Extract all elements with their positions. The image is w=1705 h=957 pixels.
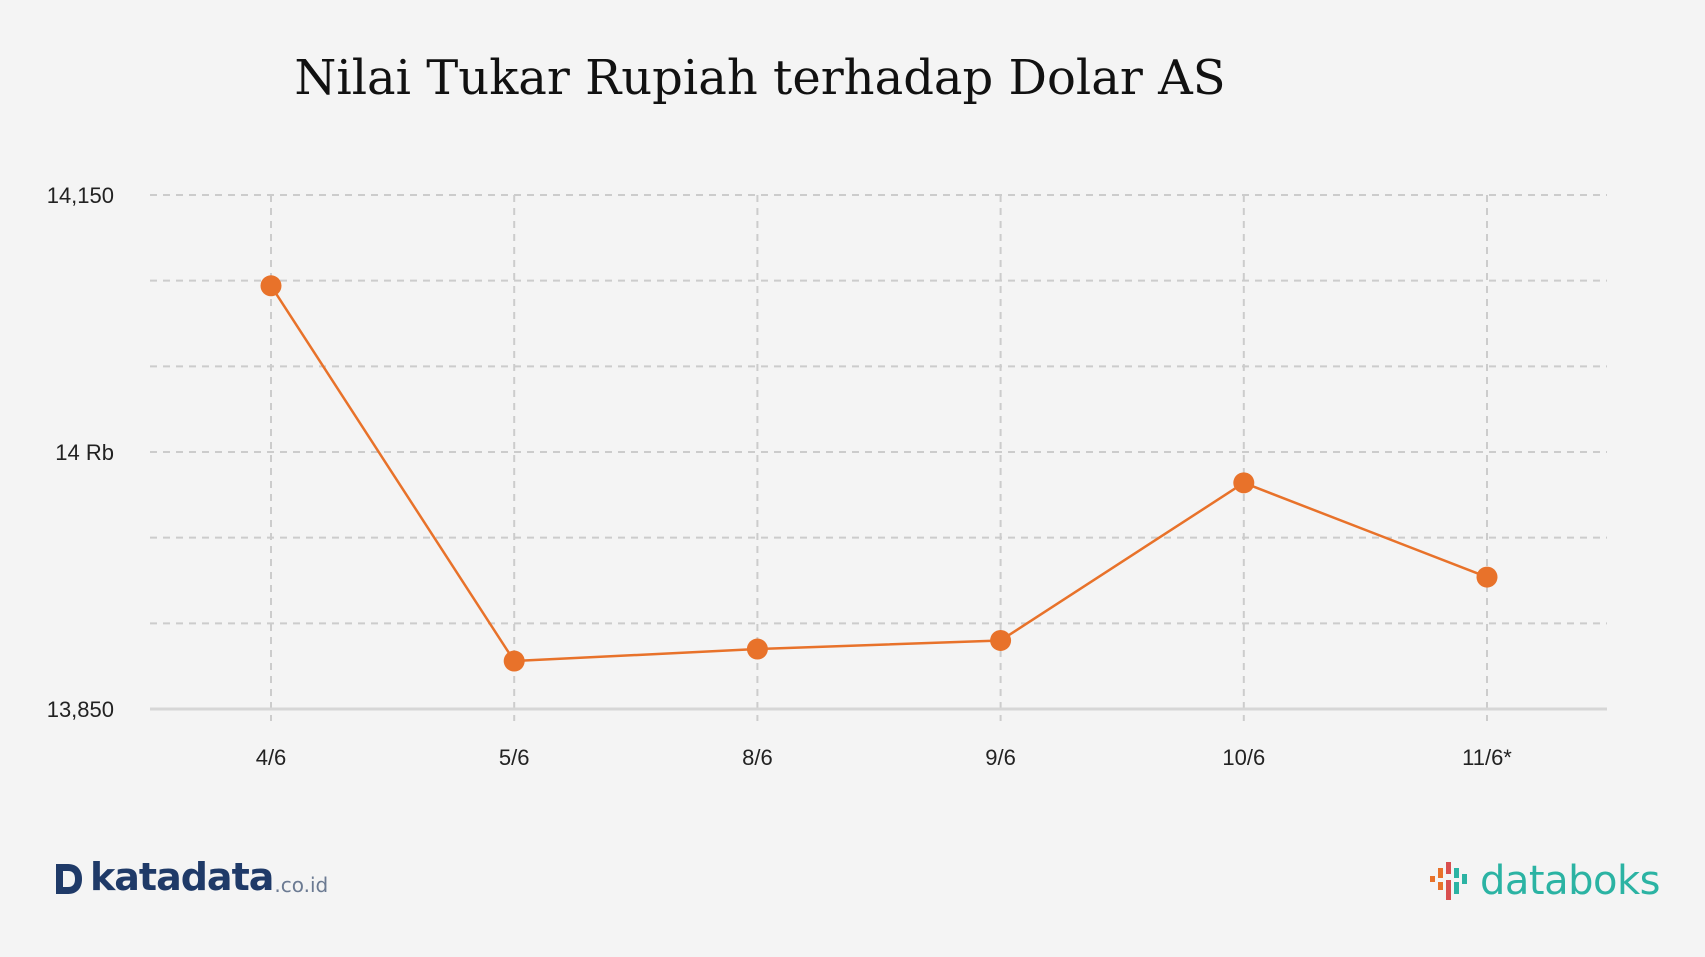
x-tick-label: 4/6 xyxy=(256,745,287,770)
data-point xyxy=(503,650,525,672)
katadata-logo: katadata .co.id xyxy=(54,858,328,896)
chart-title: Nilai Tukar Rupiah terhadap Dolar AS xyxy=(294,50,1226,106)
data-point xyxy=(746,638,768,660)
x-tick-label: 8/6 xyxy=(742,745,773,770)
x-tick-label: 11/6* xyxy=(1462,745,1512,770)
katadata-logo-icon xyxy=(56,864,82,894)
series-line xyxy=(269,285,1488,663)
y-tick-label: 14 Rb xyxy=(55,440,114,465)
data-point xyxy=(260,275,282,297)
databoks-wordmark: databoks xyxy=(1480,858,1660,904)
x-tick-label: 5/6 xyxy=(499,745,530,770)
y-tick-label: 14,150 xyxy=(47,183,114,208)
katadata-domain-suffix: .co.id xyxy=(274,873,329,897)
databoks-logo-icon xyxy=(1430,862,1467,900)
katadata-wordmark: katadata xyxy=(90,855,274,899)
y-tick-label: 13,850 xyxy=(47,697,114,722)
x-tick-label: 10/6 xyxy=(1222,745,1265,770)
databoks-logo: databoks xyxy=(1428,858,1660,904)
data-point xyxy=(1233,472,1255,494)
x-tick-label: 9/6 xyxy=(985,745,1016,770)
data-point xyxy=(1476,566,1498,588)
data-point xyxy=(990,629,1012,651)
